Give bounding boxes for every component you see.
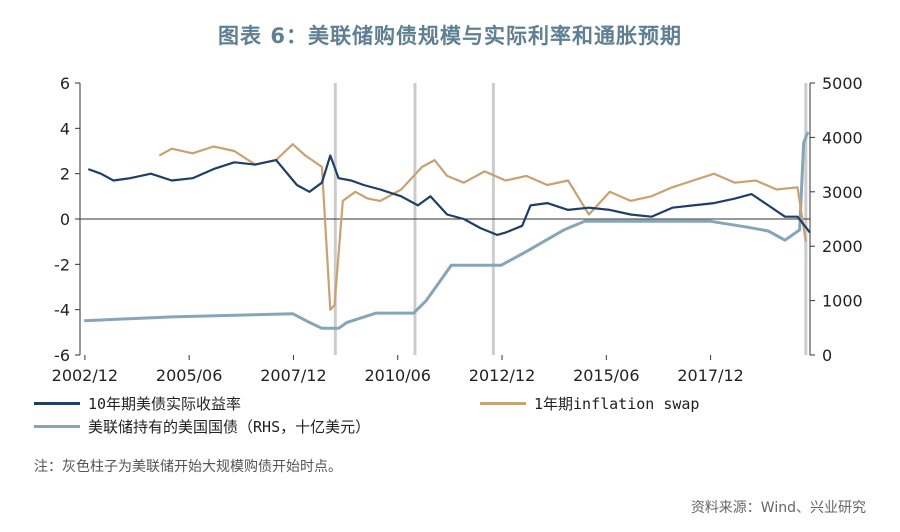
ticks-layer: -6 -4 -2 0 2 4 6 0 1000 2000 3000 4000 5000 2002/12 20…	[52, 74, 863, 385]
y-left-tick-label-3: 0	[60, 210, 70, 229]
y-right-tick-label-4: 4000	[822, 128, 863, 147]
y-left-tick-label-4: 2	[60, 165, 70, 184]
series-line-real-yield	[87, 154, 811, 236]
x-tick-label-0: 2002/12	[52, 366, 118, 385]
y-right-tick-label-1: 1000	[822, 292, 863, 311]
x-tick-label-4: 2012/12	[469, 366, 535, 385]
x-tick-label-1: 2005/06	[156, 366, 222, 385]
y-right-tick-label-5: 5000	[822, 74, 863, 93]
legend-item-real-yield: 10年期美债实际收益率	[34, 393, 241, 414]
y-left-tick-label-1: -4	[54, 301, 70, 320]
legend-item-treasury: 美联储持有的美国国债（RHS，十亿美元）	[34, 416, 370, 437]
y-left-tick-label-0: -6	[54, 346, 70, 365]
y-left-tick-label-5: 4	[60, 119, 70, 138]
chart-source: 资料来源：Wind、兴业研究	[690, 500, 866, 516]
legend-label-real-yield: 10年期美债实际收益率	[88, 395, 242, 413]
axes-layer	[79, 83, 811, 355]
series-line-inflation-swap	[158, 143, 807, 311]
chart-title: 图表 6：美联储购债规模与实际利率和通胀预期	[218, 24, 682, 48]
y-right-tick-label-3: 3000	[822, 183, 863, 202]
y-left-tick-label-2: -2	[54, 255, 70, 274]
legend-swatch-treasury	[34, 425, 80, 428]
x-tick-label-5: 2015/06	[573, 366, 639, 385]
legend-label-inflation-swap: 1年期inflation swap	[534, 395, 700, 413]
legend-swatch-real-yield	[34, 402, 80, 405]
x-tick-label-2: 2007/12	[260, 366, 326, 385]
y-left-tick-label-6: 6	[60, 74, 70, 93]
legend-swatch-inflation-swap	[480, 402, 526, 405]
y-right-tick-label-2: 2000	[822, 237, 863, 256]
series-line-treasury	[84, 131, 810, 330]
chart-note: 注：灰色柱子为美联储开始大规模购债开始时点。	[34, 459, 342, 475]
y-right-tick-label-0: 0	[822, 346, 832, 365]
legend-item-inflation-swap: 1年期inflation swap	[480, 393, 699, 414]
series-layer	[84, 131, 811, 330]
x-tick-label-3: 2010/06	[365, 366, 431, 385]
legend-label-treasury: 美联储持有的美国国债（RHS，十亿美元）	[88, 418, 371, 436]
x-tick-label-6: 2017/12	[677, 366, 743, 385]
